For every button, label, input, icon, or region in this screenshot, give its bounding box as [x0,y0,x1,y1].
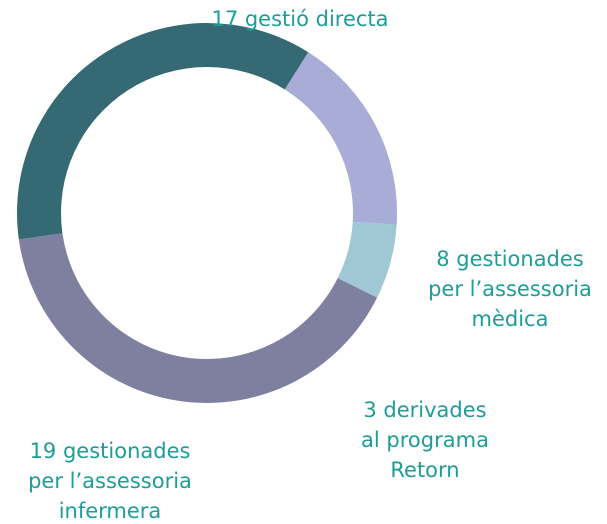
data-label: al programa [361,428,489,452]
data-label: 19 gestionades [30,439,191,463]
data-label: infermera [59,499,162,523]
donut-segment [16,22,309,240]
data-label: Retorn [390,458,459,482]
donut-segment [284,52,397,225]
donut-segment [337,221,397,298]
donut-segment [18,233,378,404]
data-label: 3 derivades [363,398,486,422]
data-label: 17 gestió directa [211,7,388,31]
data-label: 8 gestionades [436,247,584,271]
data-label: per l’assessoria [28,469,192,493]
data-label: mèdica [472,307,549,331]
data-label: per l’assessoria [428,277,592,301]
